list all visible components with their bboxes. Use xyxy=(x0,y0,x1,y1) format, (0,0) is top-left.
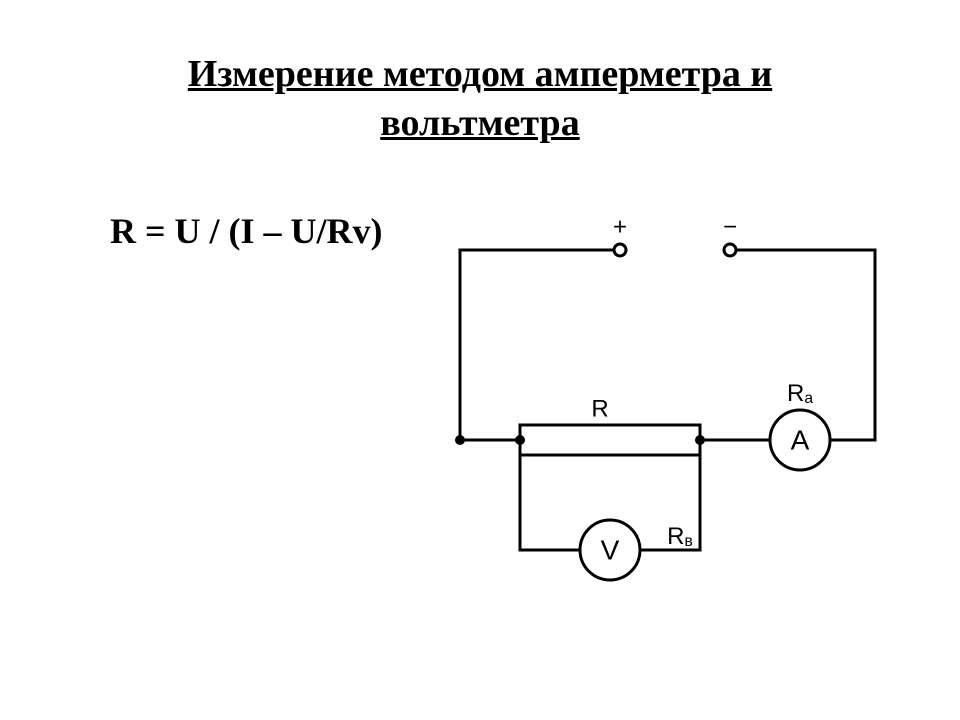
node-right xyxy=(695,435,705,445)
terminal-minus xyxy=(724,244,736,256)
node-corner-left xyxy=(455,435,465,445)
voltmeter-label: Rв xyxy=(667,523,693,550)
minus-sign: − xyxy=(723,213,737,240)
voltmeter-letter: V xyxy=(601,534,620,565)
formula-text: R = U / (I – U/Rv) xyxy=(110,210,383,252)
resistor-label: R xyxy=(591,395,608,422)
plus-sign: + xyxy=(613,213,627,240)
ammeter-label: Rа xyxy=(787,380,813,407)
resistor xyxy=(520,425,700,455)
node-left xyxy=(515,435,525,445)
circuit-diagram: A V + − R Rа Rв xyxy=(400,210,910,630)
page-title: Измерение методом амперметра и вольтметр… xyxy=(0,50,960,149)
title-line-1: Измерение методом амперметра и xyxy=(0,50,960,99)
ammeter-letter: A xyxy=(791,424,810,455)
terminal-plus xyxy=(614,244,626,256)
title-line-2: вольтметра xyxy=(0,99,960,148)
